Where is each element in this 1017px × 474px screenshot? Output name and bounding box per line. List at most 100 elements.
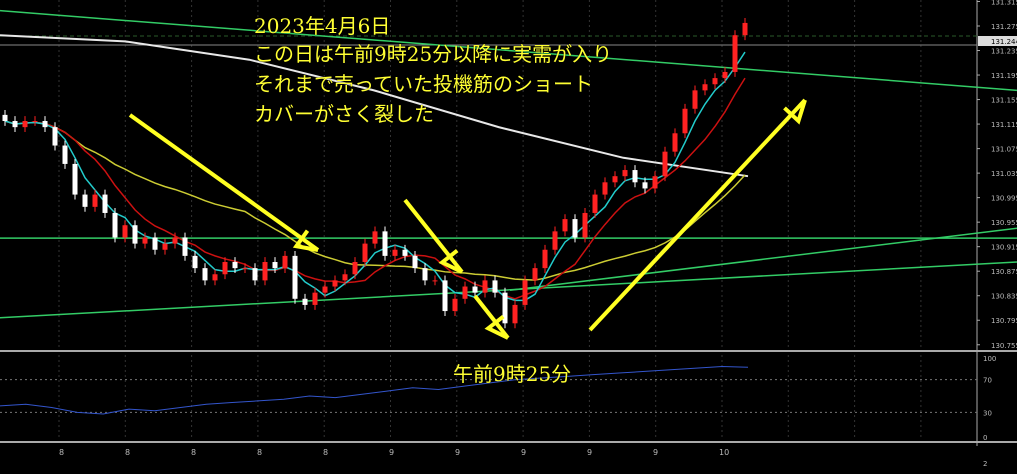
price-tick-label: 131.275	[991, 23, 1017, 31]
candle-body	[322, 286, 328, 293]
candle-body	[162, 243, 168, 250]
time-tick-label: 9	[521, 448, 526, 457]
candle-body	[202, 268, 208, 281]
candle-body	[292, 255, 298, 299]
candle-body	[702, 84, 708, 91]
annotation-line3: カバーがさく裂した	[254, 102, 434, 126]
candle-body	[252, 268, 258, 281]
candle-body	[502, 292, 508, 324]
candle-body	[632, 170, 638, 183]
candle-body	[742, 22, 748, 36]
osc-tick-label: 100	[983, 355, 996, 363]
candle-body	[462, 286, 468, 299]
osc-tick-label: 30	[983, 409, 992, 417]
price-tick-label: 130.795	[991, 317, 1017, 325]
time-tick-label: 9	[653, 448, 658, 457]
price-tick-label: 130.875	[991, 268, 1017, 276]
current-price-label: 131.244	[991, 38, 1017, 46]
candle-body	[712, 78, 718, 85]
price-tick-label: 130.755	[991, 342, 1017, 350]
time-tick-label: 9	[389, 448, 394, 457]
candle-body	[352, 262, 358, 275]
candle-body	[282, 255, 288, 269]
candle-body	[572, 219, 578, 238]
price-tick-label: 130.915	[991, 244, 1017, 252]
candle-body	[562, 219, 568, 232]
annotation-line1: この日は午前9時25分以降に実需が入り	[254, 42, 613, 66]
candle-body	[262, 262, 268, 281]
price-tick-label: 130.835	[991, 293, 1017, 301]
candle-body	[12, 121, 18, 128]
time-tick-label: 9	[455, 448, 460, 457]
candle-body	[612, 176, 618, 183]
trendline	[0, 9, 1017, 92]
arrow-head-icon	[438, 248, 463, 274]
arrow-shaft	[588, 98, 807, 332]
candle-body	[482, 280, 488, 293]
time-tick-label: 8	[257, 448, 262, 457]
candle-body	[112, 212, 118, 238]
candle-body	[392, 249, 398, 256]
time-tick-label: 8	[191, 448, 196, 457]
candle-body	[62, 145, 68, 164]
trendline	[509, 227, 1017, 291]
candle-body	[72, 163, 78, 195]
candle-body	[342, 274, 348, 281]
candle-body	[362, 243, 368, 263]
candle-body	[672, 133, 678, 152]
price-tick-label: 131.075	[991, 146, 1017, 154]
candle-body	[122, 225, 128, 238]
annotation-time: 午前9時25分	[453, 362, 572, 386]
candle-body	[422, 268, 428, 281]
long-moving-average	[0, 34, 749, 178]
candle-body	[542, 249, 548, 269]
candle-body	[452, 298, 458, 312]
moving-average-25	[4, 120, 746, 281]
candle-body	[132, 225, 138, 244]
arrow-head-icon	[292, 229, 319, 252]
candle-body	[102, 194, 108, 213]
candle-body	[82, 194, 88, 207]
time-tick-label: 8	[125, 448, 130, 457]
candle-body	[552, 231, 558, 250]
time-tick-label: 8	[59, 448, 64, 457]
candle-body	[222, 262, 228, 275]
candle-body	[92, 194, 98, 207]
time-tick-label: 10	[719, 448, 729, 457]
candle-body	[192, 255, 198, 269]
candle-body	[382, 231, 388, 256]
current-price-box	[978, 36, 1017, 46]
candle-body	[302, 298, 308, 305]
candle-body	[682, 108, 688, 134]
candle-body	[212, 274, 218, 281]
price-tick-label: 131.155	[991, 97, 1017, 105]
candle-body	[442, 280, 448, 312]
candle-body	[32, 121, 38, 123]
candle-body	[652, 176, 658, 189]
candle-body	[372, 231, 378, 244]
candle-body	[232, 262, 238, 269]
candle-body	[472, 286, 478, 293]
candle-body	[142, 237, 148, 244]
arrow-shaft	[403, 198, 464, 274]
price-tick-label: 131.235	[991, 48, 1017, 56]
arrow-shaft	[473, 294, 510, 340]
arrow-shaft	[128, 113, 320, 252]
candle-body	[432, 280, 438, 282]
candle-body	[332, 280, 338, 287]
candle-body	[402, 249, 408, 256]
candle-body	[182, 237, 188, 256]
osc-tick-label: 2	[983, 460, 987, 468]
price-tick-label: 130.995	[991, 195, 1017, 203]
moving-average-4	[4, 51, 746, 302]
candle-body	[242, 268, 248, 270]
candle-body	[492, 280, 498, 293]
arrow-head-icon	[484, 314, 509, 340]
candle-body	[412, 255, 418, 269]
candle-body	[312, 292, 318, 305]
candle-body	[2, 114, 8, 122]
candle-body	[602, 182, 608, 195]
candle-body	[722, 71, 728, 79]
candle-body	[22, 121, 28, 128]
